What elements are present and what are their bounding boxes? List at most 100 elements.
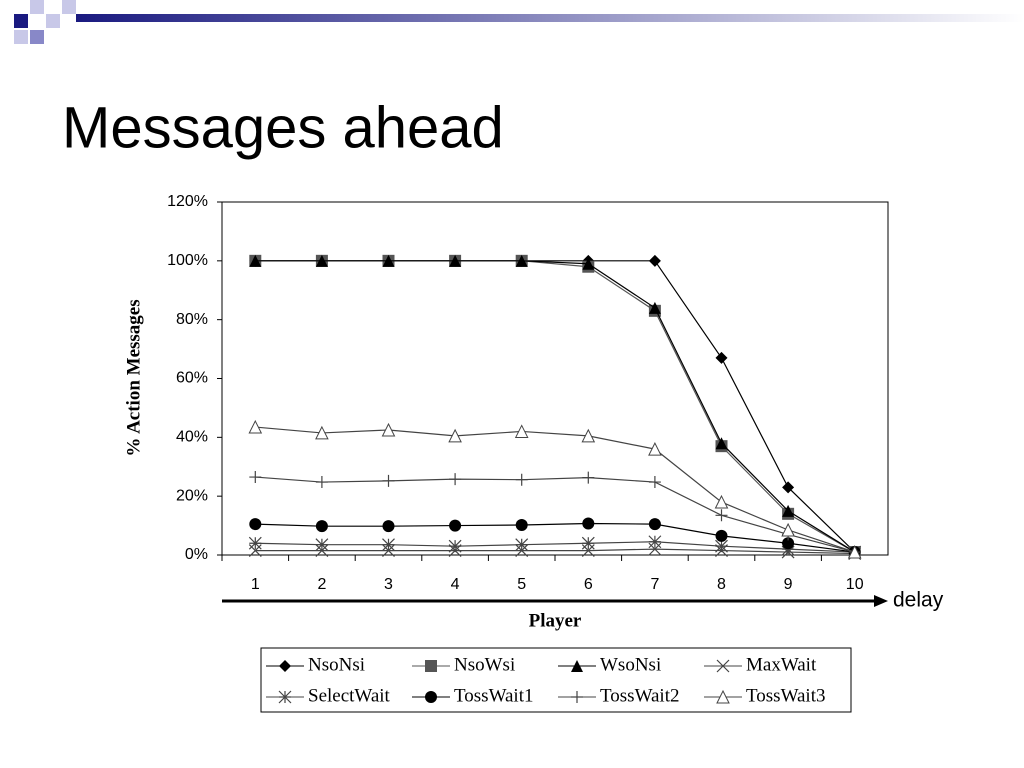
marker-part bbox=[648, 254, 661, 267]
marker-part bbox=[582, 257, 595, 270]
marker bbox=[382, 254, 395, 267]
marker-part bbox=[248, 419, 263, 434]
x-tick-label: 6 bbox=[584, 576, 593, 593]
x-axis-label: Player bbox=[529, 610, 582, 631]
marker bbox=[248, 419, 263, 434]
marker bbox=[515, 254, 528, 267]
legend bbox=[260, 647, 852, 713]
marker bbox=[582, 517, 595, 530]
marker-part bbox=[514, 424, 529, 438]
x-tick-label: 5 bbox=[517, 576, 526, 593]
marker bbox=[425, 691, 437, 703]
marker-part bbox=[381, 422, 396, 437]
marker-part bbox=[648, 535, 662, 549]
marker-part bbox=[425, 660, 437, 672]
marker bbox=[515, 473, 528, 486]
marker-part bbox=[249, 254, 262, 267]
x-tick-label: 8 bbox=[717, 576, 726, 593]
marker bbox=[581, 536, 595, 550]
marker bbox=[715, 509, 728, 522]
legend-label: TossWait3 bbox=[746, 685, 825, 706]
marker bbox=[582, 471, 595, 484]
marker bbox=[648, 535, 662, 549]
marker-part bbox=[449, 519, 462, 532]
marker-part bbox=[716, 659, 730, 673]
legend-label: WsoNsi bbox=[600, 654, 661, 675]
series-line bbox=[255, 522, 855, 553]
marker-part bbox=[515, 473, 528, 486]
legend-label: NsoNsi bbox=[308, 654, 365, 675]
y-tick-label: 20% bbox=[176, 487, 208, 504]
series-line bbox=[255, 260, 855, 553]
marker-part bbox=[249, 518, 262, 531]
marker-part bbox=[582, 471, 595, 484]
marker-part bbox=[315, 476, 328, 489]
marker-part bbox=[581, 428, 596, 443]
marker bbox=[249, 254, 262, 267]
marker bbox=[382, 474, 395, 487]
x-tick-label: 3 bbox=[384, 576, 393, 593]
x-tick-label: 1 bbox=[251, 576, 260, 593]
marker bbox=[782, 537, 795, 550]
marker bbox=[315, 520, 328, 533]
legend-label: SelectWait bbox=[308, 685, 391, 706]
marker-part bbox=[715, 437, 728, 450]
marker bbox=[581, 428, 596, 443]
marker bbox=[648, 441, 662, 456]
marker bbox=[582, 257, 595, 270]
marker-part bbox=[781, 522, 795, 537]
marker bbox=[449, 254, 462, 267]
legend-label: MaxWait bbox=[746, 654, 817, 675]
marker-part bbox=[449, 254, 462, 267]
marker-part bbox=[715, 509, 728, 522]
marker bbox=[315, 538, 329, 552]
marker bbox=[648, 518, 661, 531]
marker bbox=[648, 254, 661, 267]
marker-part bbox=[782, 481, 795, 494]
marker-part bbox=[782, 537, 795, 550]
legend-label: NsoWsi bbox=[454, 654, 515, 675]
marker-part bbox=[315, 538, 329, 552]
marker-part bbox=[315, 425, 329, 440]
marker-part bbox=[648, 441, 662, 456]
marker bbox=[781, 522, 795, 537]
series-line bbox=[255, 548, 855, 555]
legend-label: TossWait1 bbox=[454, 685, 533, 706]
marker bbox=[449, 519, 462, 532]
marker-part bbox=[278, 690, 292, 704]
marker-part bbox=[248, 536, 262, 550]
series-line bbox=[255, 260, 856, 553]
marker bbox=[847, 544, 862, 559]
marker-part bbox=[515, 254, 528, 267]
marker bbox=[715, 351, 728, 364]
slide-title: Messages ahead bbox=[62, 95, 504, 160]
marker-part bbox=[448, 428, 462, 443]
marker-part bbox=[315, 254, 328, 267]
x-tick-label: 2 bbox=[317, 576, 326, 593]
marker bbox=[425, 660, 437, 672]
marker bbox=[315, 425, 329, 440]
series-line bbox=[255, 426, 855, 553]
marker-part bbox=[279, 660, 291, 672]
marker-part bbox=[382, 520, 395, 533]
marker bbox=[448, 539, 462, 553]
marker bbox=[648, 301, 661, 314]
marker bbox=[515, 538, 529, 552]
marker bbox=[715, 437, 728, 450]
marker bbox=[315, 254, 328, 267]
decoration bbox=[14, 0, 1024, 44]
series-line bbox=[255, 541, 855, 553]
marker bbox=[382, 538, 395, 552]
legend-label: TossWait2 bbox=[600, 685, 679, 706]
y-tick-label: 0% bbox=[185, 546, 208, 563]
series-line bbox=[255, 476, 855, 553]
marker-part bbox=[249, 471, 262, 484]
marker bbox=[315, 476, 328, 489]
x-tick-label: 10 bbox=[846, 576, 864, 593]
marker bbox=[715, 539, 728, 553]
y-axis-label: % Action Messages bbox=[123, 299, 144, 456]
marker-part bbox=[716, 689, 730, 704]
marker bbox=[248, 536, 262, 550]
marker bbox=[782, 504, 795, 517]
